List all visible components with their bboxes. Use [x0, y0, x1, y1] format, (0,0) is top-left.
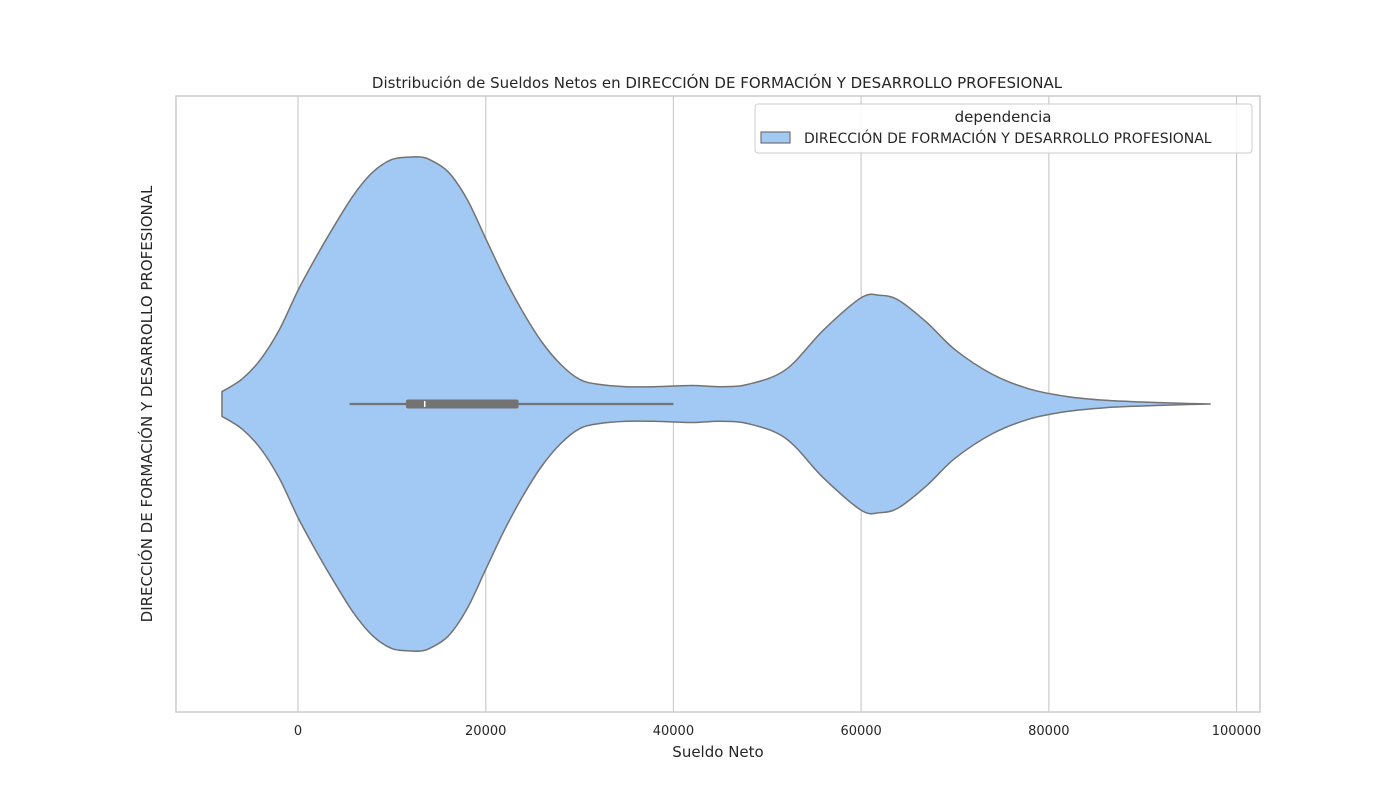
chart-title: Distribución de Sueldos Netos en DIRECCI…	[372, 73, 1063, 92]
x-tick-label: 60000	[840, 724, 881, 739]
x-tick-label: 40000	[653, 724, 694, 739]
plot-frame	[175, 95, 1261, 713]
boxplot-layer	[349, 399, 674, 409]
y-axis-label: DIRECCIÓN DE FORMACIÓN Y DESARROLLO PROF…	[137, 185, 156, 622]
x-axis-label: Sueldo Neto	[672, 743, 763, 761]
violin-body	[221, 155, 1212, 653]
violin-layer	[221, 155, 1212, 653]
legend-swatch	[760, 131, 791, 144]
x-tick-label: 0	[294, 724, 302, 739]
x-tick-label: 100000	[1212, 724, 1262, 739]
x-tick-labels: 0 20000 40000 60000 80000 100000	[294, 724, 1261, 739]
legend: dependencia DIRECCIÓN DE FORMACIÓN Y DES…	[754, 103, 1253, 154]
x-tick-label: 80000	[1028, 724, 1069, 739]
legend-frame	[754, 103, 1253, 154]
legend-label: DIRECCIÓN DE FORMACIÓN Y DESARROLLO PROF…	[804, 129, 1212, 147]
legend-title: dependencia	[955, 108, 1052, 126]
iqr-box	[405, 399, 519, 409]
x-tick-label: 20000	[465, 724, 506, 739]
